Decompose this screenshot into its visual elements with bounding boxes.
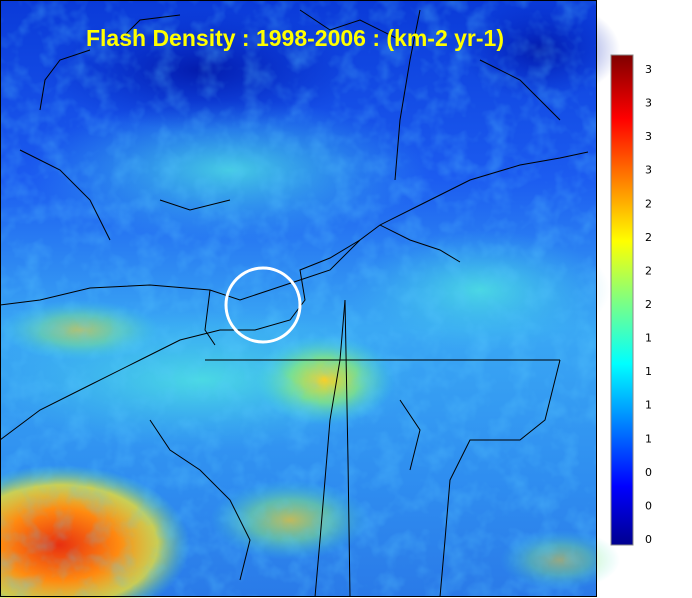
colorbar-label: 0 bbox=[645, 466, 652, 479]
colorbar-label: 3 bbox=[645, 130, 652, 143]
colorbar-label: 2 bbox=[645, 231, 652, 244]
colorbar-label: 1 bbox=[645, 332, 652, 345]
colorbar-label: 3 bbox=[645, 63, 652, 76]
colorbar-label: 3 bbox=[645, 164, 652, 177]
colorbar-label: 2 bbox=[645, 298, 652, 311]
colorbar: 3 3 3 3 2 2 2 2 1 1 1 1 0 0 0 bbox=[610, 54, 652, 546]
colorbar-gradient bbox=[610, 54, 634, 546]
colorbar-label: 2 bbox=[645, 197, 652, 210]
colorbar-label: 1 bbox=[645, 365, 652, 378]
colorbar-label: 0 bbox=[645, 499, 652, 512]
map-title: Flash Density : 1998-2006 : (km-2 yr-1) bbox=[86, 25, 504, 51]
colorbar-label: 2 bbox=[645, 264, 652, 277]
colorbar-label: 1 bbox=[645, 432, 652, 445]
map-frame bbox=[0, 0, 597, 597]
highlight-circle bbox=[224, 266, 302, 344]
map-panel: Flash Density : 1998-2006 : (km-2 yr-1) bbox=[0, 0, 620, 598]
colorbar-label: 0 bbox=[645, 533, 652, 546]
colorbar-label: 3 bbox=[645, 97, 652, 110]
colorbar-label: 1 bbox=[645, 399, 652, 412]
